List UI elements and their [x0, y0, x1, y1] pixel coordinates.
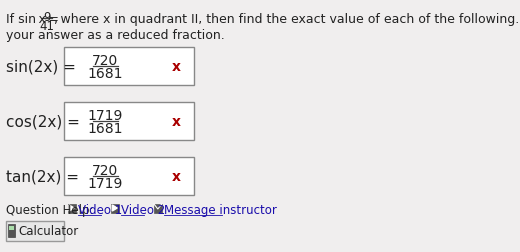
FancyBboxPatch shape [63, 158, 194, 195]
Text: tan(2x) =: tan(2x) = [6, 169, 79, 184]
FancyBboxPatch shape [63, 103, 194, 140]
Polygon shape [69, 205, 74, 211]
Text: 720: 720 [92, 54, 119, 68]
Text: Question Help:: Question Help: [6, 203, 93, 216]
Text: 1681: 1681 [87, 121, 123, 136]
Text: Message instructor: Message instructor [164, 203, 277, 216]
Text: x: x [172, 169, 181, 183]
Text: Video 2: Video 2 [121, 203, 165, 216]
FancyBboxPatch shape [111, 204, 119, 213]
FancyBboxPatch shape [63, 48, 194, 86]
Text: 1681: 1681 [87, 67, 123, 81]
Text: your answer as a reduced fraction.: your answer as a reduced fraction. [6, 29, 225, 42]
FancyBboxPatch shape [68, 204, 75, 213]
FancyBboxPatch shape [9, 226, 14, 230]
Text: 9: 9 [44, 11, 51, 24]
Text: If sin x =: If sin x = [6, 13, 61, 26]
Text: , where x in quadrant II, then find the exact value of each of the following. Gi: , where x in quadrant II, then find the … [55, 13, 520, 26]
Text: 720: 720 [92, 163, 119, 177]
Text: x: x [172, 115, 181, 129]
Text: x: x [172, 60, 181, 74]
Text: 41: 41 [40, 20, 55, 33]
Text: Calculator: Calculator [18, 225, 79, 238]
Text: cos(2x) =: cos(2x) = [6, 114, 80, 129]
FancyBboxPatch shape [6, 221, 63, 241]
Text: 1719: 1719 [88, 176, 123, 190]
Polygon shape [112, 205, 117, 211]
Text: 1719: 1719 [88, 109, 123, 122]
FancyBboxPatch shape [154, 204, 162, 213]
Text: Video 1: Video 1 [77, 203, 122, 216]
FancyBboxPatch shape [8, 224, 15, 237]
Text: sin(2x) =: sin(2x) = [6, 59, 75, 74]
